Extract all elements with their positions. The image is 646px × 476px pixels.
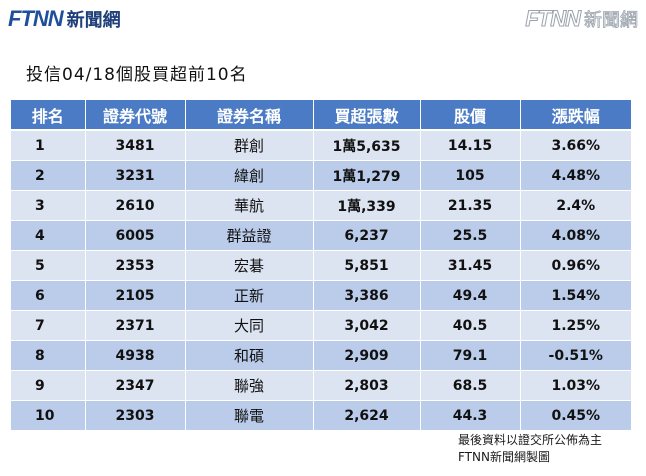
cell-name: 聯電 [185,400,314,431]
logo-mark: FTNN [8,6,64,31]
cell-rank: 1 [11,130,86,161]
cell-code: 6005 [85,220,186,251]
page-title: 投信04/18個股買超前10名 [26,65,248,85]
cell-price: 21.35 [420,190,521,221]
cell-volume: 5,851 [313,250,421,281]
cell-name: 華航 [185,190,314,221]
cell-name: 緯創 [185,160,314,191]
footer-note: 最後資料以證交所公佈為主 FTNN新聞網製圖 [458,432,602,466]
cell-code: 2303 [85,400,186,431]
cell-volume: 6,237 [313,220,421,251]
cell-volume: 3,386 [313,280,421,311]
table-row: 9 2347 聯強 2,803 68.5 1.03% [11,370,631,401]
cell-price: 68.5 [420,370,521,401]
table-row: 1 3481 群創 1萬5,635 14.15 3.66% [11,130,631,161]
cell-rank: 8 [11,340,86,371]
cell-price: 40.5 [420,310,521,341]
table-row: 4 6005 群益證 6,237 25.5 4.08% [11,220,631,251]
table-row: 5 2353 宏碁 5,851 31.45 0.96% [11,250,631,281]
cell-price: 49.4 [420,280,521,311]
cell-price: 31.45 [420,250,521,281]
cell-rank: 6 [11,280,86,311]
cell-change: -0.51% [520,340,631,371]
cell-volume: 2,909 [313,340,421,371]
cell-change: 4.48% [520,160,631,191]
cell-rank: 9 [11,370,86,401]
cell-code: 3481 [85,130,186,161]
logo-text: 新聞網 [66,10,121,31]
cell-name: 大同 [185,310,314,341]
cell-code: 2347 [85,370,186,401]
watermark-text: 新聞網 [584,10,639,32]
cell-volume: 1萬,339 [313,190,421,221]
cell-rank: 10 [11,400,86,431]
cell-change: 1.03% [520,370,631,401]
table-row: 6 2105 正新 3,386 49.4 1.54% [11,280,631,311]
table-row: 7 2371 大同 3,042 40.5 1.25% [11,310,631,341]
cell-name: 和碩 [185,340,314,371]
cell-rank: 3 [11,190,86,221]
table-header-row: 排名 證券代號 證券名稱 買超張數 股價 漲跌幅 [11,100,631,131]
header-volume: 買超張數 [313,100,421,131]
ranking-table: 排名 證券代號 證券名稱 買超張數 股價 漲跌幅 1 3481 群創 1萬5,635 1… [11,100,631,431]
cell-code: 2371 [85,310,186,341]
cell-rank: 5 [11,250,86,281]
cell-price: 79.1 [420,340,521,371]
header-change: 漲跌幅 [520,100,631,131]
cell-change: 1.54% [520,280,631,311]
ftnn-logo: FTNN 新聞網 [8,6,121,32]
cell-rank: 7 [11,310,86,341]
cell-name: 宏碁 [185,250,314,281]
cell-volume: 2,803 [313,370,421,401]
cell-change: 3.66% [520,130,631,161]
footer-source: 最後資料以證交所公佈為主 [457,433,602,447]
cell-price: 105 [420,160,521,191]
cell-change: 1.25% [520,310,631,341]
cell-code: 2353 [85,250,186,281]
table-row: 8 4938 和碩 2,909 79.1 -0.51% [11,340,631,371]
cell-code: 4938 [85,340,186,371]
table-row: 3 2610 華航 1萬,339 21.35 2.4% [11,190,631,221]
cell-volume: 1萬1,279 [313,160,421,191]
cell-price: 25.5 [420,220,521,251]
cell-name: 群創 [185,130,314,161]
header-code: 證券代號 [85,100,186,131]
cell-rank: 4 [11,220,86,251]
cell-code: 3231 [85,160,186,191]
footer-credit: FTNN新聞網製圖 [457,450,550,464]
header-price: 股價 [420,100,521,131]
cell-name: 正新 [185,280,314,311]
cell-code: 2610 [85,190,186,221]
cell-change: 0.45% [520,400,631,431]
cell-change: 0.96% [520,250,631,281]
cell-name: 群益證 [185,220,314,251]
cell-volume: 1萬5,635 [313,130,421,161]
header-name: 證券名稱 [185,100,314,131]
cell-name: 聯強 [185,370,314,401]
cell-change: 2.4% [520,190,631,221]
cell-price: 44.3 [420,400,521,431]
cell-price: 14.15 [420,130,521,161]
cell-change: 4.08% [520,220,631,251]
table-row: 10 2303 聯電 2,624 44.3 0.45% [11,400,631,431]
ftnn-watermark: FTNN 新聞網 [525,6,639,32]
cell-volume: 2,624 [313,400,421,431]
table-row: 2 3231 緯創 1萬1,279 105 4.48% [11,160,631,191]
header-rank: 排名 [11,100,86,131]
cell-rank: 2 [11,160,86,191]
watermark-mark: FTNN [525,6,582,32]
cell-code: 2105 [85,280,186,311]
cell-volume: 3,042 [313,310,421,341]
